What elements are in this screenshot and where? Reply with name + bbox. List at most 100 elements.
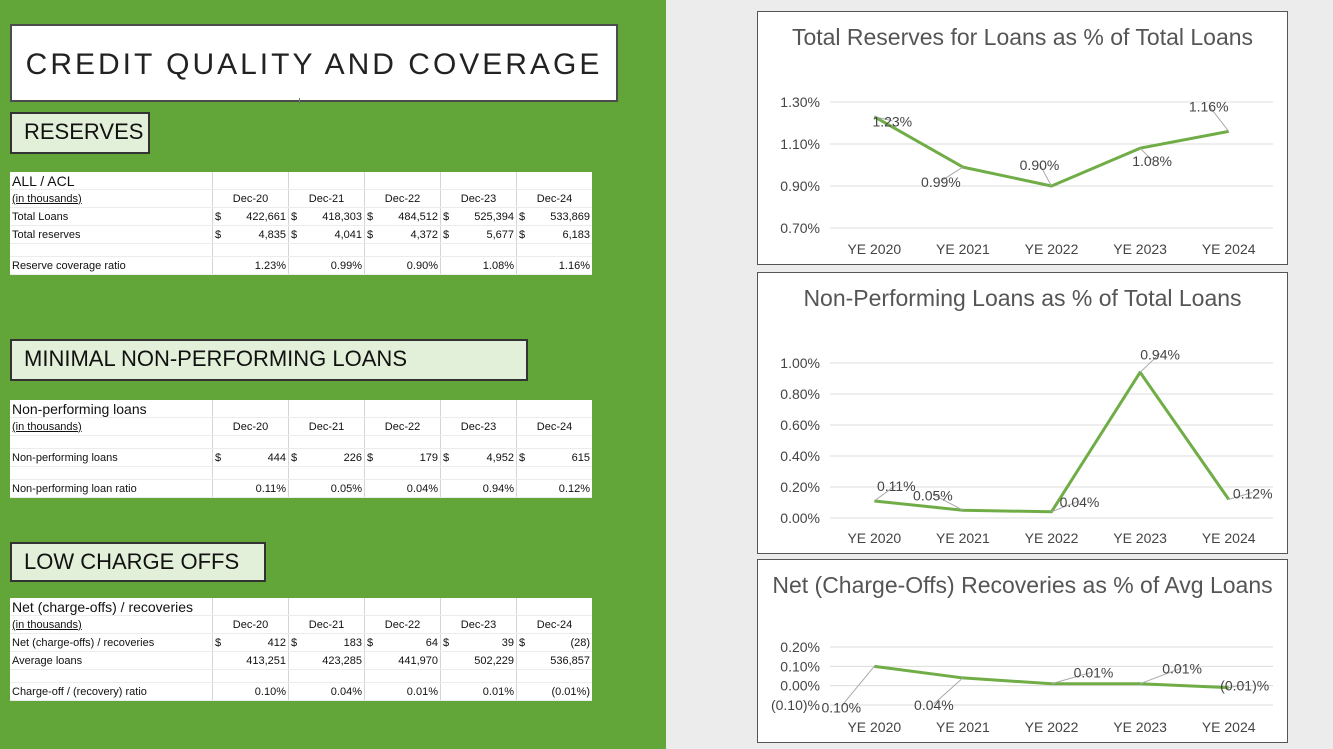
column-header: Dec-23 [440, 189, 517, 208]
empty-cell [10, 669, 213, 683]
dollar-sign: $ [367, 451, 374, 464]
empty-cell [516, 598, 592, 616]
npl-chart: Non-Performing Loans as % of Total Loans… [757, 272, 1288, 554]
table-row: Average loans 413,251 423,285 441,970 502,22… [10, 651, 592, 670]
dollar-sign: $ [215, 210, 222, 223]
y-tick-label: 0.70% [780, 220, 820, 236]
table-cell: 1.16% [516, 256, 592, 275]
chargeoffs-label-text: LOW CHARGE OFFS [24, 549, 240, 574]
dollar-sign: $ [519, 636, 526, 649]
table-row: Non-performing loans [10, 400, 592, 418]
table-cell: 0.04% [288, 682, 365, 701]
dollar-sign: $ [519, 210, 526, 223]
series-line [874, 664, 1229, 690]
empty-cell [364, 669, 441, 683]
chargeoffs-table: Net (charge-offs) / recoveries (in thousa… [10, 598, 592, 701]
row-label: Reserve coverage ratio [10, 256, 213, 275]
empty-cell [212, 669, 289, 683]
left-panel: CREDIT QUALITY AND COVERAGE RESERVES ALL… [0, 0, 666, 749]
dollar-sign: $ [367, 210, 374, 223]
empty-cell [288, 172, 365, 190]
chart-svg: 0.70% 0.90% 1.10% 1.30% YE 2020 YE 2021 YE 202… [780, 94, 1273, 257]
empty-cell [288, 598, 365, 616]
column-header: Dec-20 [212, 189, 289, 208]
column-header: Dec-22 [364, 615, 441, 634]
reserves-table: ALL / ACL (in thousands) Dec-20 Dec-21 Dec-2… [10, 172, 592, 275]
x-tick-label: YE 2023 [1113, 530, 1167, 546]
table-row: Non-performing loan ratio 0.11% 0.05% 0.04%… [10, 479, 592, 498]
table-cell: 441,970 [364, 651, 441, 670]
chargeoffs-section-label: LOW CHARGE OFFS [10, 542, 266, 582]
data-label: 0.01% [1162, 661, 1202, 677]
column-header: Dec-20 [212, 615, 289, 634]
empty-cell [364, 243, 441, 257]
y-tick-label: 0.40% [780, 448, 820, 464]
cell-value: 533,869 [550, 210, 590, 223]
dollar-sign: $ [367, 228, 374, 241]
data-label: 0.94% [1140, 346, 1180, 362]
table-row: Charge-off / (recovery) ratio 0.10% 0.04% 0… [10, 682, 592, 701]
table-cell: $183 [288, 633, 365, 652]
table-cell: 1.23% [212, 256, 289, 275]
data-label: 0.05% [913, 487, 953, 503]
column-header: Dec-22 [364, 417, 441, 436]
npl-label-text: MINIMAL NON-PERFORMING LOANS [24, 346, 407, 371]
data-label: 0.12% [1233, 485, 1273, 501]
y-tick-label: 0.00% [780, 678, 820, 694]
table-row: (in thousands) Dec-20 Dec-21 Dec-22 Dec-23 De… [10, 615, 592, 634]
empty-cell [440, 466, 517, 480]
x-tick-label: YE 2023 [1113, 719, 1167, 735]
x-tick-label: YE 2021 [936, 241, 990, 257]
table-cell: 0.05% [288, 479, 365, 498]
cell-value: 4,952 [486, 451, 514, 464]
empty-cell [364, 598, 441, 616]
title-box: CREDIT QUALITY AND COVERAGE [10, 24, 618, 102]
y-tick-label: 1.10% [780, 136, 820, 152]
npl-table: Non-performing loans (in thousands) Dec-20… [10, 400, 592, 498]
empty-cell [364, 400, 441, 418]
data-label: 0.90% [1020, 157, 1060, 173]
empty-cell [212, 598, 289, 616]
table-row: (in thousands) Dec-20 Dec-21 Dec-22 Dec-23 De… [10, 189, 592, 208]
chart-title: Non-Performing Loans as % of Total Loans [803, 285, 1242, 311]
empty-cell [440, 669, 517, 683]
x-tick-label: YE 2023 [1113, 241, 1167, 257]
y-tick-label: 0.10% [780, 658, 820, 674]
data-label: 0.99% [921, 174, 961, 190]
data-label: (0.01)% [1220, 678, 1269, 694]
column-header: Dec-23 [440, 417, 517, 436]
x-tick-label: YE 2024 [1202, 719, 1256, 735]
table-cell: 413,251 [212, 651, 289, 670]
table-cell: $5,677 [440, 225, 517, 244]
row-label: Charge-off / (recovery) ratio [10, 682, 213, 701]
table-row [10, 435, 592, 449]
chart-svg: (0.10)%0.00%0.10%0.20%YE 2020 YE 2021 YE 2… [771, 639, 1273, 735]
cell-value: 422,661 [246, 210, 286, 223]
empty-cell [288, 243, 365, 257]
units-label: (in thousands) [10, 417, 213, 436]
leader-line [840, 666, 875, 707]
empty-cell [440, 435, 517, 449]
row-label: Total reserves [10, 225, 213, 244]
leader-line [1139, 352, 1161, 373]
leader-line [933, 677, 964, 705]
table-cell: 0.01% [364, 682, 441, 701]
y-tick-label: 0.80% [780, 386, 820, 402]
cell-value: 5,677 [486, 228, 514, 241]
x-tick-label: YE 2020 [847, 719, 901, 735]
table-row [10, 669, 592, 683]
x-tick-label: YE 2020 [847, 241, 901, 257]
data-label: 0.04% [914, 697, 954, 713]
table-row: Non-performing loans $444 $226 $179 $4,952 $6… [10, 448, 592, 467]
leader-line [874, 484, 897, 502]
dollar-sign: $ [215, 451, 222, 464]
empty-cell [212, 243, 289, 257]
row-label: Net (charge-offs) / recoveries [10, 633, 213, 652]
empty-cell [212, 435, 289, 449]
leader-line [1051, 500, 1080, 513]
y-tick-label: 0.60% [780, 417, 820, 433]
chart-title: Total Reserves for Loans as % of Total L… [791, 24, 1254, 50]
data-label: 0.04% [1060, 494, 1100, 510]
x-tick-label: YE 2020 [847, 530, 901, 546]
cell-value: 226 [343, 451, 362, 464]
